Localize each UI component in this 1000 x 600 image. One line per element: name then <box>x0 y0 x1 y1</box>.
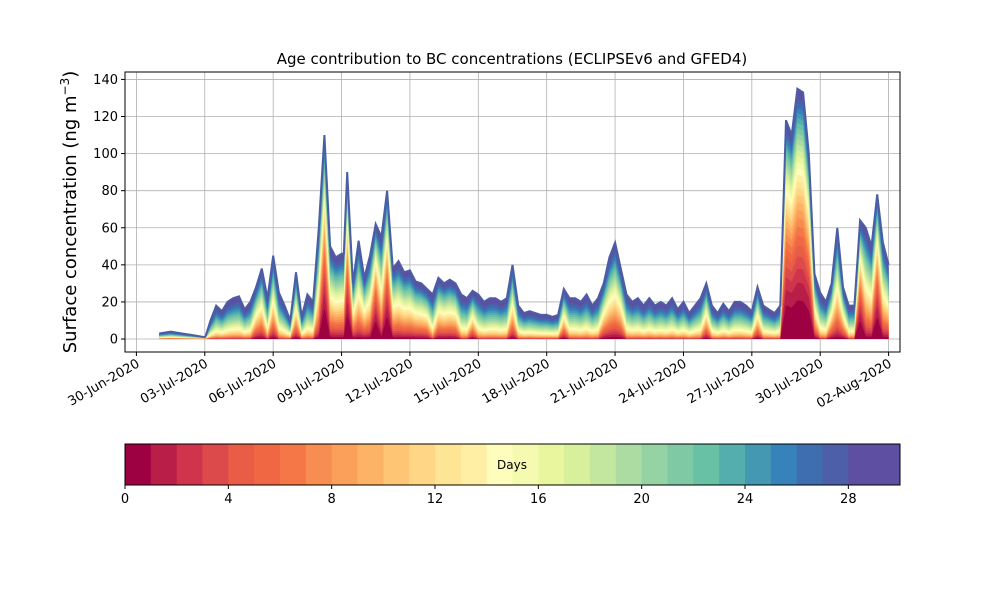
y-tick-label: 0 <box>110 333 118 348</box>
colorbar-swatch <box>796 444 823 485</box>
y-tick-label: 80 <box>101 184 118 199</box>
colorbar-swatch <box>693 444 720 485</box>
colorbar-swatch <box>641 444 668 485</box>
colorbar-swatch <box>228 444 255 485</box>
x-tick-label: 12-Jul-2020 <box>343 356 416 407</box>
y-tick-label: 120 <box>93 110 118 125</box>
y-tick-label: 140 <box>93 73 118 88</box>
colorbar-swatch <box>383 444 410 485</box>
colorbar-swatch <box>202 444 229 485</box>
colorbar-tick-label: 0 <box>121 492 129 507</box>
x-tick-label: 24-Jul-2020 <box>617 356 690 407</box>
colorbar-swatch <box>331 444 358 485</box>
age-band-area <box>159 150 889 339</box>
colorbar-swatch <box>822 444 849 485</box>
stacked-areas <box>159 86 890 340</box>
colorbar-tick-label: 28 <box>840 492 857 507</box>
x-tick-label: 06-Jul-2020 <box>206 356 279 407</box>
age-band-area <box>159 209 889 339</box>
colorbar-swatch <box>125 444 152 485</box>
colorbar-swatch <box>254 444 281 485</box>
plot-frame <box>124 71 901 353</box>
colorbar-swatch <box>176 444 203 485</box>
colorbar-tick-label: 12 <box>427 492 444 507</box>
colorbar-swatch <box>460 444 488 485</box>
colorbar-swatch <box>590 444 617 485</box>
y-axis-label-main: Surface concentration (ng m <box>60 95 81 353</box>
colorbar-tick-label: 8 <box>328 492 336 507</box>
x-tick-label: 30-Jun-2020 <box>66 356 143 409</box>
colorbar-swatch <box>305 444 333 485</box>
x-tick-label: 09-Jul-2020 <box>275 356 348 407</box>
y-axis: 0 20 40 60 80 100 120 140 <box>93 73 125 348</box>
colorbar-swatch <box>150 444 178 485</box>
y-tick-label: 40 <box>101 258 118 273</box>
x-tick-label: 27-Jul-2020 <box>685 356 758 407</box>
colorbar-swatch <box>512 444 539 485</box>
colorbar: 0 4 8 12 16 20 24 28 <box>121 443 901 507</box>
colorbar-swatch <box>874 444 901 485</box>
total-line <box>159 86 890 339</box>
age-band-area <box>159 144 889 339</box>
colorbar-swatch <box>615 444 643 485</box>
colorbar-swatch <box>770 444 798 485</box>
colorbar-swatch <box>486 444 513 485</box>
y-tick-label: 60 <box>101 221 118 236</box>
chart-title: Age contribution to BC concentrations (E… <box>277 50 748 68</box>
age-band-area <box>159 218 889 339</box>
colorbar-swatch <box>357 444 384 485</box>
colorbar-tick-label: 16 <box>530 492 547 507</box>
age-band-area <box>159 112 889 339</box>
colorbar-swatch <box>280 444 307 485</box>
colorbar-tick-label: 4 <box>224 492 232 507</box>
colorbar-swatch <box>435 444 462 485</box>
x-tick-label: 03-Jul-2020 <box>138 356 211 407</box>
colorbar-swatch <box>538 444 565 485</box>
x-tick-label: 21-Jul-2020 <box>548 356 621 407</box>
colorbar-tick-label: 20 <box>633 492 650 507</box>
colorbar-frame <box>124 443 901 486</box>
colorbar-swatch <box>409 444 436 485</box>
colorbar-label: Days <box>497 458 527 472</box>
x-axis: 30-Jun-202003-Jul-202006-Jul-202009-Jul-… <box>66 352 895 412</box>
x-tick-label: 15-Jul-2020 <box>411 356 484 407</box>
colorbar-swatch <box>667 444 694 485</box>
y-axis-label: Surface concentration (ng m−3) <box>58 71 81 354</box>
x-tick-label: 18-Jul-2020 <box>480 356 553 407</box>
x-tick-label: 02-Aug-2020 <box>814 356 894 411</box>
y-tick-label: 100 <box>93 147 118 162</box>
colorbar-tick-label: 24 <box>737 492 754 507</box>
colorbar-swatch <box>848 444 875 485</box>
colorbar-swatch <box>745 444 772 485</box>
colorbar-swatch <box>564 444 591 485</box>
y-axis-label-close: ) <box>60 71 81 78</box>
colorbar-swatch <box>719 444 746 485</box>
y-tick-label: 20 <box>101 295 118 310</box>
y-axis-label-superscript: −3 <box>58 78 72 96</box>
